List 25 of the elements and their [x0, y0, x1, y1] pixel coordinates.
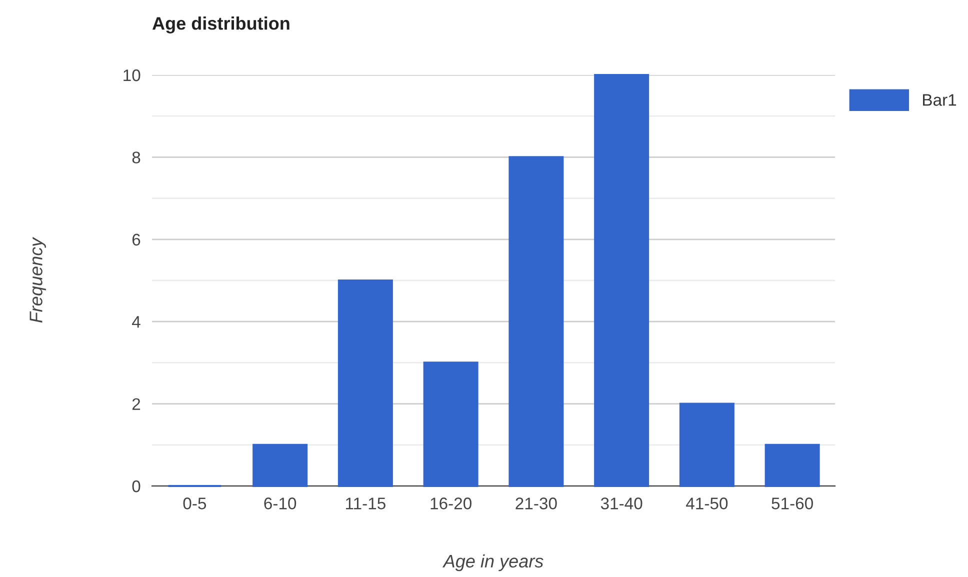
chart-title: Age distribution [152, 16, 290, 34]
x-tick-label: 21-30 [516, 498, 557, 510]
x-axis-title: Age in years [442, 554, 544, 572]
x-tick-label: 41-50 [686, 498, 728, 510]
y-tick-label: 6 [132, 234, 140, 246]
x-tick-label: 11-15 [346, 498, 386, 510]
x-tick-label: 0-5 [183, 498, 206, 510]
y-axis-title: Frequency [30, 236, 46, 323]
x-tick-label: 31-40 [600, 498, 642, 510]
legend-label: Bar1 [923, 94, 956, 106]
bar [764, 444, 820, 488]
y-tick-label: 0 [132, 480, 140, 492]
x-tick-label: 51-60 [772, 498, 813, 510]
y-tick-label: 2 [132, 398, 140, 410]
bar [594, 74, 650, 488]
x-tick-label: 16-20 [430, 498, 472, 510]
bar [508, 156, 564, 488]
x-tick-label: 6-10 [264, 498, 296, 510]
y-tick-label: 4 [132, 316, 140, 328]
bar [423, 362, 478, 488]
bar [338, 279, 393, 488]
y-tick-label: 10 [124, 69, 140, 82]
y-tick-label: 8 [132, 152, 140, 164]
bar [252, 444, 308, 488]
bar [679, 402, 734, 488]
